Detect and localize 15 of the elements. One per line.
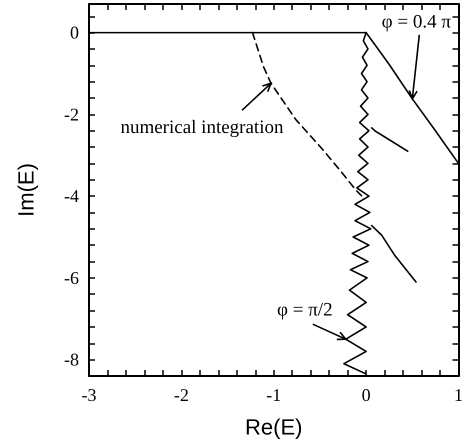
annotation: φ = 0.4 π [382,11,452,32]
y-tick-label: -2 [64,104,79,124]
x-tick-label: -3 [82,385,96,405]
x-axis-title: Re(E) [245,414,302,440]
annotation: φ = π/2 [277,300,333,321]
x-tick-label: -1 [266,385,282,405]
y-tick-label: 0 [70,22,79,43]
y-tick-label: -8 [64,350,79,370]
y-tick-label: -4 [64,186,79,206]
annotation: numerical integration [120,116,284,138]
x-tick-label: 1 [454,385,463,405]
y-axis-title: Im(E) [14,163,38,217]
x-tick-label: 0 [362,385,371,405]
x-tick-label: -2 [174,385,189,405]
y-tick-label: -6 [64,268,79,288]
